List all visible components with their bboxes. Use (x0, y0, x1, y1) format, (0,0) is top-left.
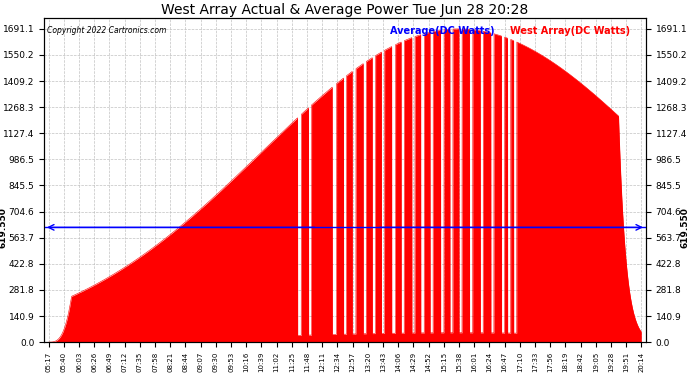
Text: Copyright 2022 Cartronics.com: Copyright 2022 Cartronics.com (47, 26, 166, 35)
Text: 619.550: 619.550 (0, 207, 8, 248)
Text: Average(DC Watts): Average(DC Watts) (390, 26, 495, 36)
Title: West Array Actual & Average Power Tue Jun 28 20:28: West Array Actual & Average Power Tue Ju… (161, 3, 529, 17)
Text: West Array(DC Watts): West Array(DC Watts) (511, 26, 631, 36)
Text: 619.550: 619.550 (680, 207, 689, 248)
